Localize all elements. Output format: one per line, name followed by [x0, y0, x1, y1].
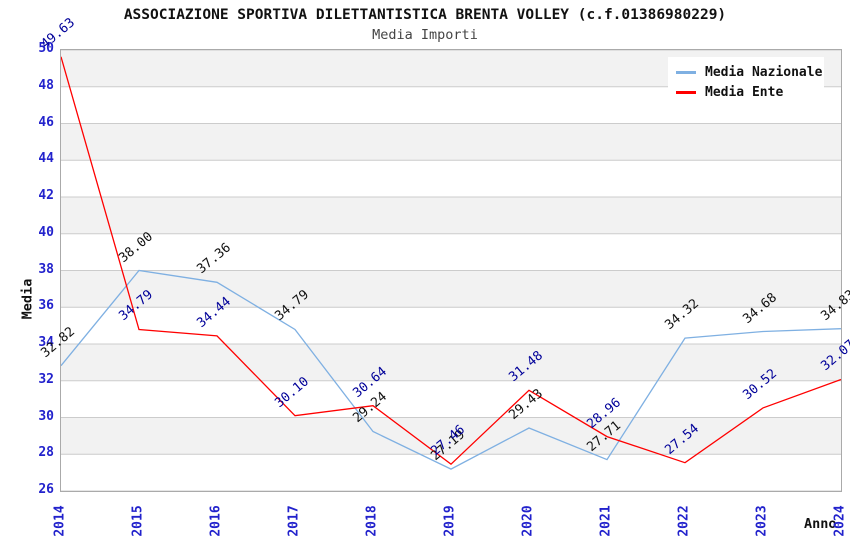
x-tick-label: 2015: [130, 505, 146, 537]
plot-band: [61, 197, 841, 234]
legend-item-media-ente: Media Ente: [676, 82, 816, 102]
y-tick-label: 44: [38, 151, 54, 167]
plot-band: [61, 160, 841, 197]
plot-band: [61, 123, 841, 161]
chart-subtitle: Media Importi: [372, 27, 478, 43]
plot-band: [61, 344, 841, 381]
plot-band: [61, 417, 841, 455]
plot-area: [60, 49, 842, 492]
series-line-media-ente: [61, 56, 841, 466]
legend-item-media-nazionale: Media Nazionale: [676, 62, 822, 82]
y-tick-label: 48: [38, 77, 54, 93]
series-line-media-nazionale: [61, 269, 841, 470]
y-tick-label: 38: [38, 261, 54, 277]
x-tick-label: 2024: [832, 505, 848, 537]
x-tick-label: 2020: [520, 505, 536, 537]
x-tick-label: 2023: [754, 505, 770, 537]
x-tick-label: 2016: [208, 505, 224, 537]
plot-band: [61, 233, 841, 271]
plot-band: [61, 270, 841, 308]
x-tick-label: 2018: [364, 505, 380, 537]
y-tick-label: 36: [38, 298, 54, 314]
x-tick-label: 2017: [286, 505, 302, 537]
x-tick-label: 2021: [598, 505, 614, 537]
y-tick-label: 32: [38, 371, 54, 387]
x-tick-label: 2022: [676, 505, 692, 537]
y-tick-label: 30: [38, 408, 54, 424]
y-tick-label: 26: [38, 482, 54, 497]
y-tick-label: 34: [38, 335, 54, 350]
y-tick-label: 46: [38, 114, 54, 130]
y-tick-label: 28: [38, 445, 54, 461]
x-tick-label: 2019: [442, 505, 458, 537]
x-tick-label: 2014: [52, 505, 68, 537]
plot-band: [61, 380, 841, 418]
legend-swatch-media-nazionale-icon: [676, 70, 696, 74]
y-tick-label: 42: [38, 188, 54, 203]
chart-canvas: [61, 50, 841, 491]
legend-label-media-ente: Media Ente: [705, 84, 784, 100]
plot-band: [61, 454, 841, 491]
y-tick-label: 50: [38, 41, 54, 56]
y-tick-label: 40: [38, 224, 54, 240]
legend-label-media-nazionale: Media Nazionale: [705, 64, 823, 80]
page-title: ASSOCIAZIONE SPORTIVA DILETTANTISTICA BR…: [123, 7, 727, 23]
x-axis-title: Anno: [804, 516, 837, 532]
legend-swatch-media-ente-icon: [676, 90, 696, 94]
legend: Media Nazionale Media Ente: [668, 57, 824, 107]
plot-band: [61, 307, 841, 344]
